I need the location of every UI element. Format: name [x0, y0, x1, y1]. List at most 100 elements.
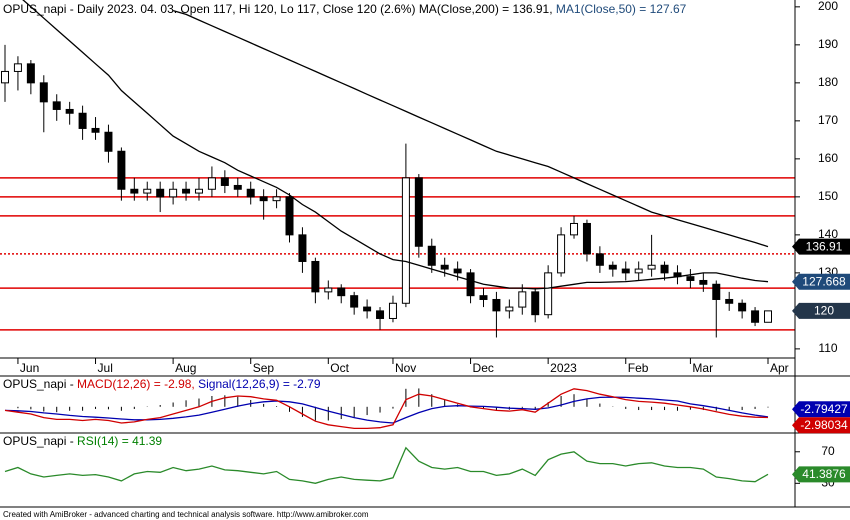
candle-body [751, 310, 760, 323]
pane-title-part: MA1(Close,50) = 127.67 [556, 2, 687, 16]
indicator-line [22, 0, 769, 290]
candle-body [324, 287, 333, 293]
indicator-line [4, 396, 769, 424]
value-badge [792, 238, 850, 255]
candle-body [1, 70, 9, 84]
candle-body [285, 196, 294, 236]
candle-body [39, 82, 48, 103]
value-badge [792, 401, 850, 418]
candle-body [440, 264, 449, 270]
candle-body [169, 188, 178, 198]
candle-body [479, 295, 488, 300]
candle-body [686, 276, 695, 281]
candle-body [725, 298, 734, 304]
candle-body [259, 196, 268, 202]
candle-body [207, 177, 216, 190]
candle-body [647, 264, 656, 270]
x-tick-label: Sep [253, 361, 275, 375]
x-tick-label: Jul [98, 361, 113, 375]
value-badge [792, 302, 850, 319]
value-badge-label: 127.668 [802, 274, 846, 288]
rsi-pane [4, 446, 769, 484]
x-tick-label: Nov [395, 361, 416, 375]
pane-title-part: MA(Close,200) = 136.91, [419, 2, 556, 16]
candle-body [401, 177, 410, 304]
pane-title-part: OPUS_napi - [3, 434, 77, 448]
indicator-line [4, 388, 769, 430]
value-badge-label: 41.3876 [802, 467, 846, 481]
value-badge-label: -2.79427 [800, 402, 848, 416]
candle-body [531, 291, 540, 316]
candle-body [557, 234, 566, 274]
candle-body [738, 302, 747, 312]
y-tick-label: 190 [818, 37, 838, 51]
candle-body [117, 150, 126, 190]
candle-body [363, 306, 372, 312]
pane-title-part: OPUS_napi - Daily 2023. 04. 03. Open 117… [3, 2, 419, 16]
candle-body [91, 127, 100, 133]
value-badge-label: -2.98034 [800, 418, 848, 432]
x-tick-label: Dec [473, 361, 494, 375]
candle-body [194, 188, 203, 194]
candle-body [595, 253, 604, 266]
candle-body [337, 287, 346, 297]
value-badge [792, 417, 850, 434]
candle-body [65, 108, 74, 114]
candle-body [453, 268, 462, 274]
x-tick-label: Apr [770, 361, 789, 375]
pane-title-part: Signal(12,26,9) = -2.79 [198, 377, 321, 391]
candle-body [298, 234, 307, 262]
y-tick-label: 200 [818, 0, 838, 13]
y-tick-label: 150 [818, 189, 838, 203]
pane-title-part: OPUS_napi - [3, 377, 77, 391]
pane-title: OPUS_napi - MACD(12,26) = -2.98, Signal(… [3, 377, 321, 391]
y-tick-label: 110 [818, 341, 837, 355]
y-tick-label: 70 [821, 444, 835, 458]
candle-body [570, 222, 579, 236]
candle-body [311, 260, 320, 293]
y-tick-label: 180 [818, 75, 838, 89]
candle-body [220, 177, 229, 186]
candle-body [182, 188, 191, 194]
value-badge [792, 466, 850, 483]
y-tick-label: 160 [818, 151, 838, 165]
y-tick-label: 140 [818, 227, 838, 241]
candle-body [143, 188, 152, 194]
candle-body [388, 302, 397, 319]
candle-body [376, 310, 385, 319]
candle-body [608, 264, 617, 270]
candle-body [634, 268, 643, 274]
candle-body [26, 63, 35, 84]
footer: Created with AmiBroker - advanced charti… [3, 510, 369, 519]
candle-body [582, 222, 591, 255]
candle-body [233, 184, 242, 190]
candle-body [712, 283, 721, 300]
candle-body [156, 188, 165, 198]
pane-title-part: MACD(12,26) = -2.98, [77, 377, 198, 391]
candle-body [52, 101, 61, 110]
x-tick-label: Feb [628, 361, 649, 375]
candle-body [544, 272, 553, 316]
value-badge-label: 136.91 [806, 239, 843, 253]
x-tick-label: 2023 [550, 361, 577, 375]
value-badge-label: 120 [814, 304, 834, 318]
x-tick-label: Jun [20, 361, 39, 375]
value-badge [792, 273, 850, 290]
candle-body [414, 177, 423, 247]
candle-body [621, 268, 630, 274]
candle-body [466, 272, 475, 297]
candle-body [350, 295, 359, 308]
x-tick-label: Mar [692, 361, 713, 375]
candle-body [518, 291, 527, 308]
candle-body [764, 310, 772, 323]
candle-body [246, 188, 255, 198]
candle-body [13, 63, 22, 72]
indicator-line [4, 446, 769, 484]
pane-title-part: RSI(14) = 41.39 [77, 434, 162, 448]
pane-title: OPUS_napi - Daily 2023. 04. 03. Open 117… [3, 2, 687, 16]
pane-title: OPUS_napi - RSI(14) = 41.39 [3, 434, 162, 448]
x-tick-label: Aug [175, 361, 196, 375]
candle-body [130, 188, 139, 194]
